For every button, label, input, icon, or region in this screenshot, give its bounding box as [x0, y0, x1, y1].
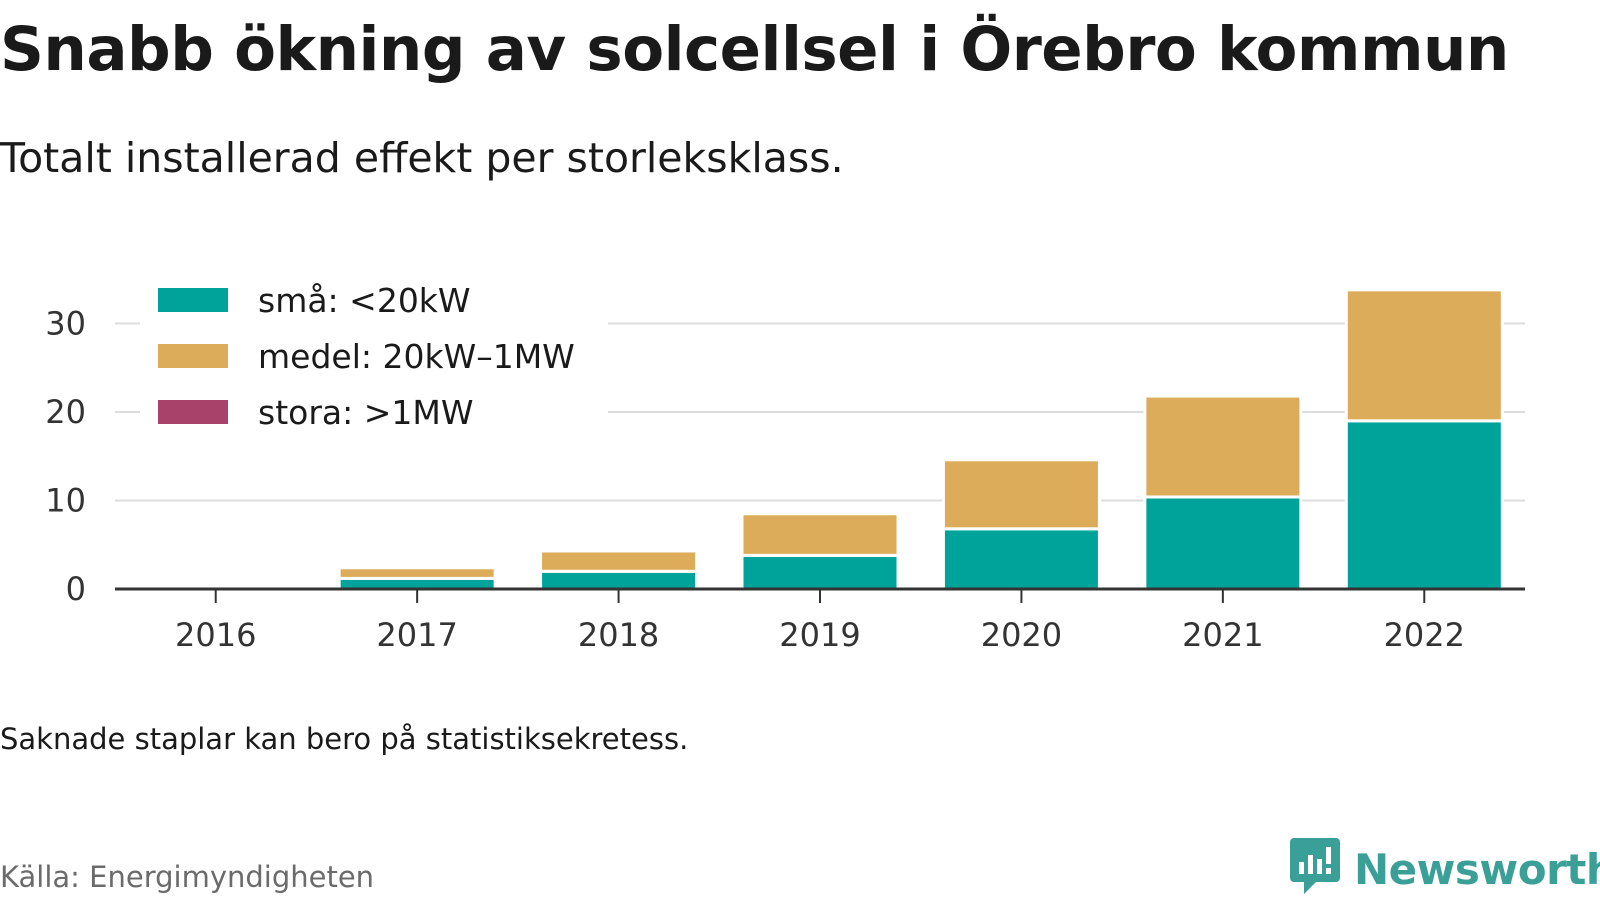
bar-2018-series-0	[539, 569, 699, 591]
brand-logo: Newsworthy	[1290, 838, 1600, 900]
newsworthy-logo-icon	[1290, 838, 1340, 900]
brand-name: Newsworthy	[1354, 844, 1600, 894]
bar-2022-series-0	[1344, 419, 1504, 591]
source-credit: Källa: Energimyndigheten	[0, 860, 375, 894]
x-tick-label-2018: 2018	[578, 616, 659, 654]
axes: 0 10 20 30 2016 2017 2018 2019 2020 2021 2022	[45, 305, 1525, 654]
stacked-bar-chart: 0 10 20 30 2016 2017 2018 2019 2020 2021 2022 små:…	[45, 278, 1525, 654]
bar-2019-series-1	[740, 512, 900, 557]
bar-2018-series-1	[539, 549, 699, 573]
bar-2022-series-1	[1344, 288, 1504, 423]
chart-title: Snabb ökning av solcellsel i Örebro komm…	[0, 14, 1509, 85]
legend-swatch-0	[158, 288, 228, 312]
bar-2020-series-0	[941, 527, 1101, 591]
legend-label-0: små: <20kW	[258, 281, 471, 320]
x-tick-label-2022: 2022	[1384, 616, 1465, 654]
legend-label-1: medel: 20kW–1MW	[258, 337, 575, 376]
y-tick-label-10: 10	[45, 482, 86, 520]
x-tick-label-2021: 2021	[1182, 616, 1263, 654]
legend-label-2: stora: >1MW	[258, 393, 473, 432]
legend-swatch-2	[158, 400, 228, 424]
bar-2019-series-0	[740, 553, 900, 591]
x-tick-label-2019: 2019	[779, 616, 860, 654]
y-tick-label-20: 20	[45, 393, 86, 431]
bar-2017-series-1	[337, 566, 497, 580]
bar-2021-series-0	[1143, 495, 1303, 591]
x-tick-label-2017: 2017	[376, 616, 457, 654]
x-tick-label-2020: 2020	[981, 616, 1062, 654]
legend: små: <20kW medel: 20kW–1MW stora: >1MW	[140, 278, 608, 442]
x-tick-label-2016: 2016	[175, 616, 256, 654]
chart-subtitle: Totalt installerad effekt per storlekskl…	[0, 134, 844, 182]
footnote: Saknade staplar kan bero på statistiksek…	[0, 722, 689, 756]
y-tick-label-30: 30	[45, 305, 86, 343]
legend-swatch-1	[158, 344, 228, 368]
y-tick-label-0: 0	[66, 570, 86, 608]
bar-2021-series-1	[1143, 394, 1303, 499]
bar-2017-series-0	[337, 576, 497, 591]
bar-2020-series-1	[941, 458, 1101, 531]
